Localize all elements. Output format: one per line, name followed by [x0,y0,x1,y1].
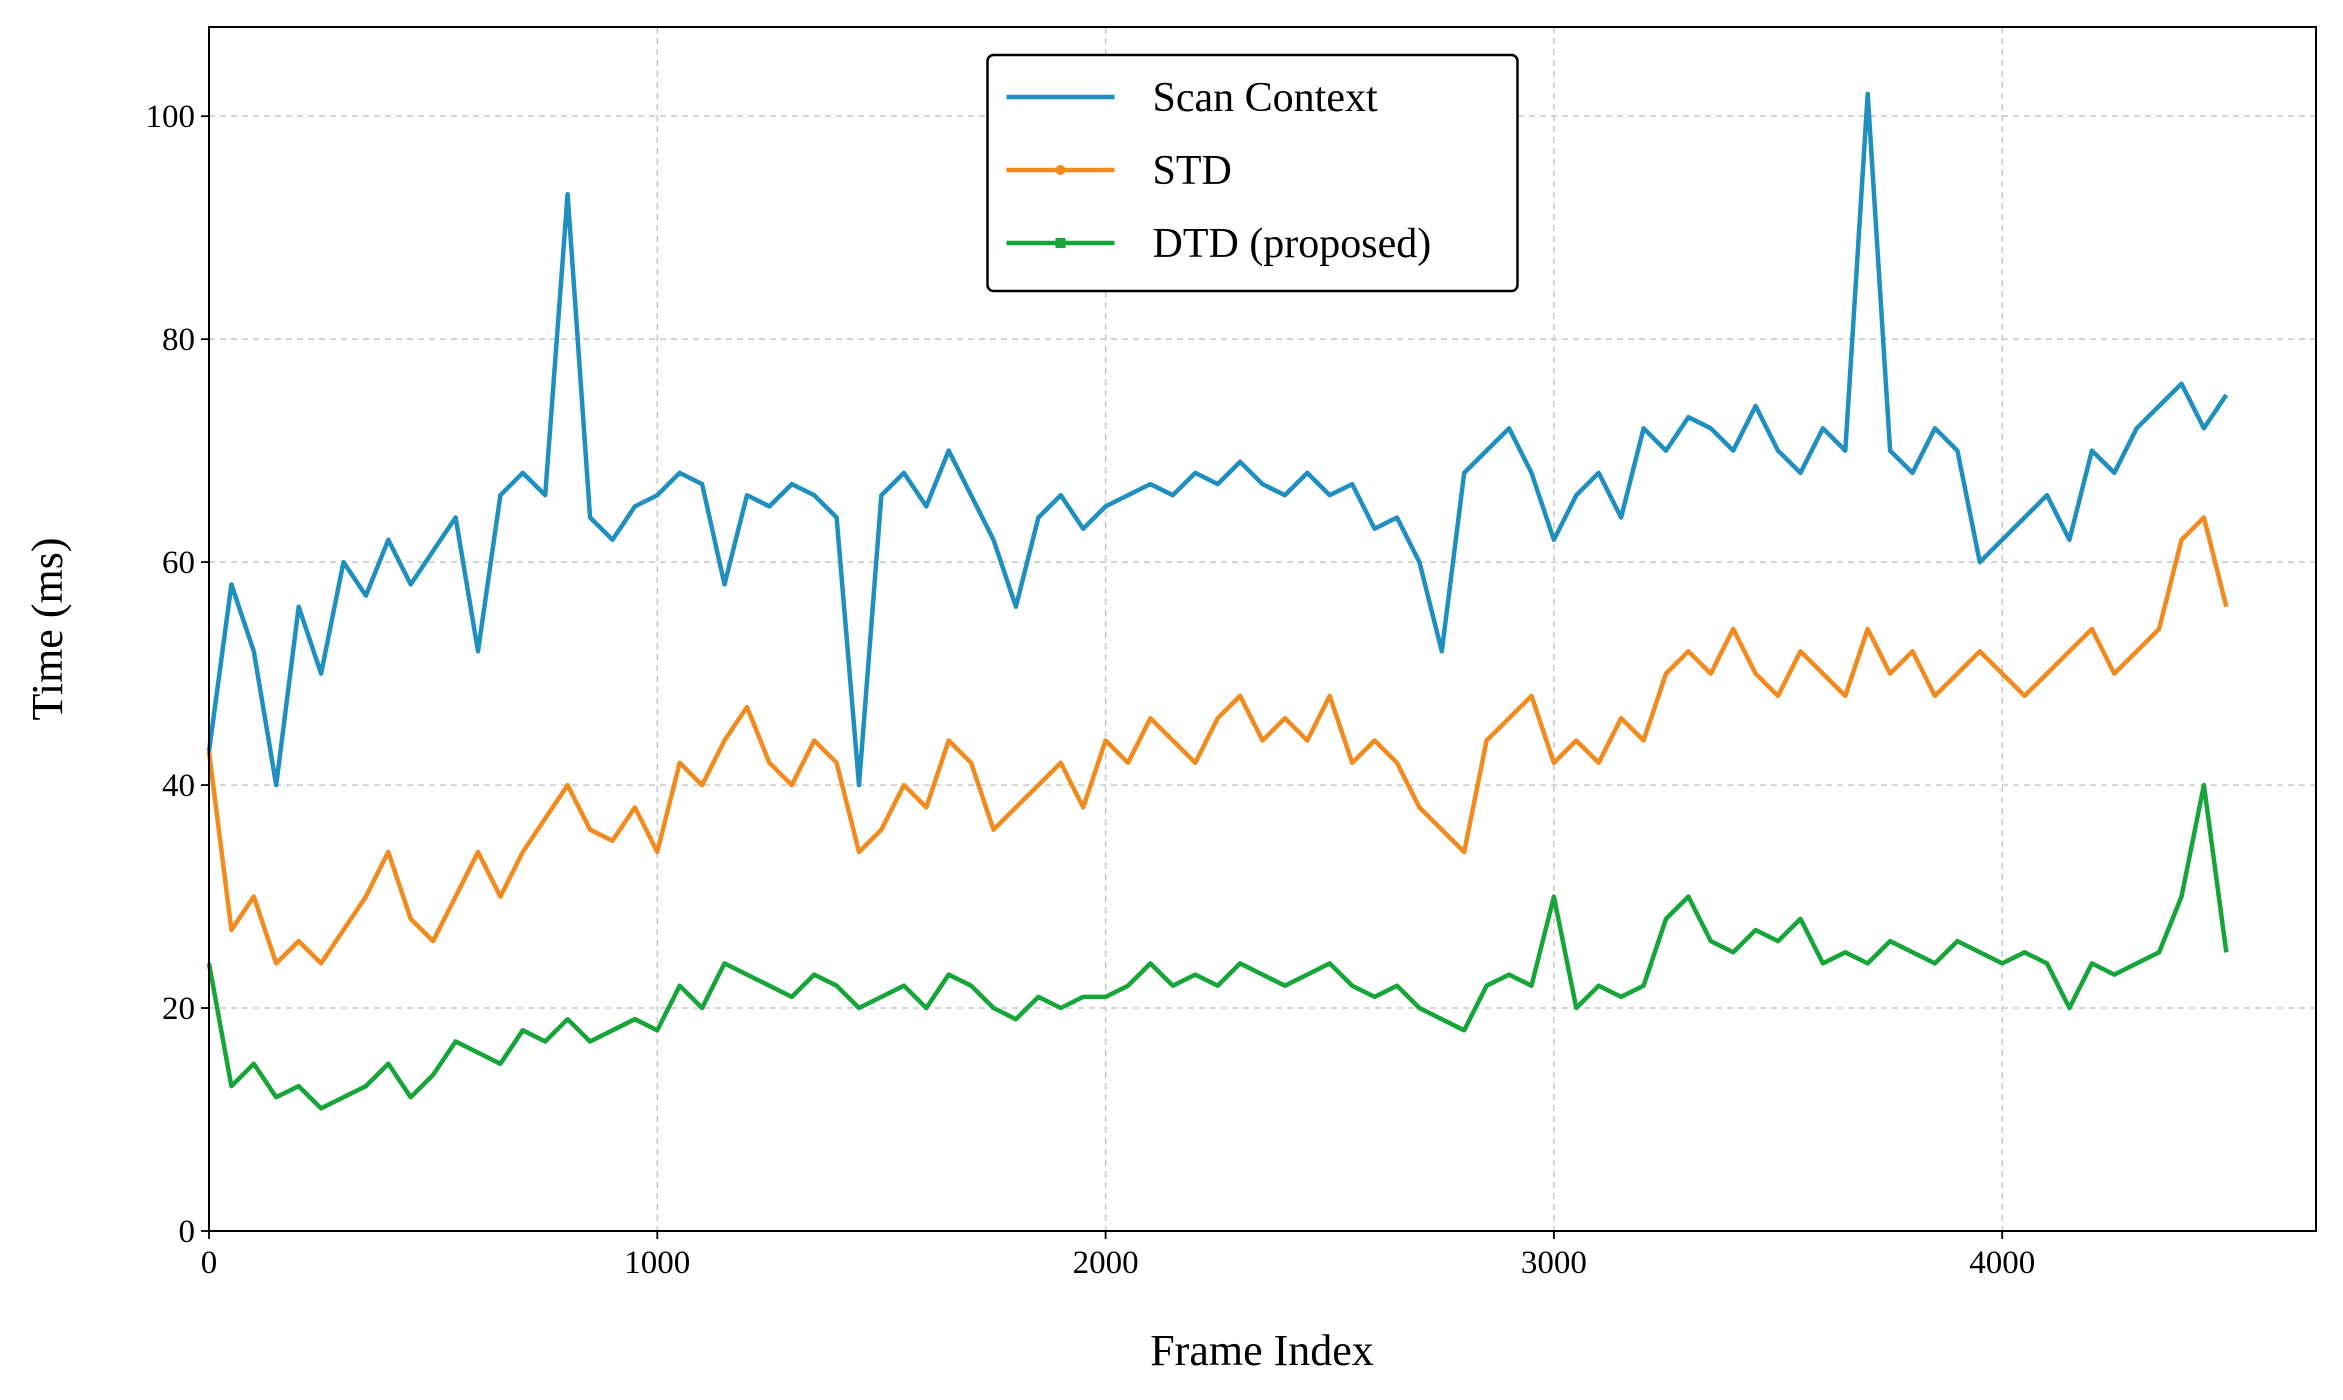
legend-box [986,53,1519,293]
legend-label: DTD (proposed) [1153,221,1432,267]
legend-marker [1055,238,1066,248]
series-line [206,782,2229,1111]
x-tick-label: 3000 [1521,1245,1587,1281]
series-line [206,91,2229,788]
legend-label: STD [1153,148,1232,194]
x-tick-label: 2000 [1073,1245,1139,1281]
y-tick-label: 60 [162,545,195,581]
y-axis-label: Time (ms) [23,538,72,721]
x-tick-label: 1000 [624,1245,690,1281]
y-tick-label: 0 [179,1214,196,1250]
legend-marker [1055,165,1066,175]
legend-label: Scan Context [1153,75,1378,121]
series-line [206,515,2229,966]
x-tick-label: 4000 [1969,1245,2035,1281]
y-tick-label: 20 [162,991,195,1027]
y-tick-label: 80 [162,322,195,358]
y-tick-label: 100 [146,99,196,135]
x-axis-label: Frame Index [1150,1326,1374,1375]
y-tick-label: 40 [162,768,195,804]
x-tick-label: 0 [201,1245,218,1281]
plot-frame [208,26,2317,1232]
